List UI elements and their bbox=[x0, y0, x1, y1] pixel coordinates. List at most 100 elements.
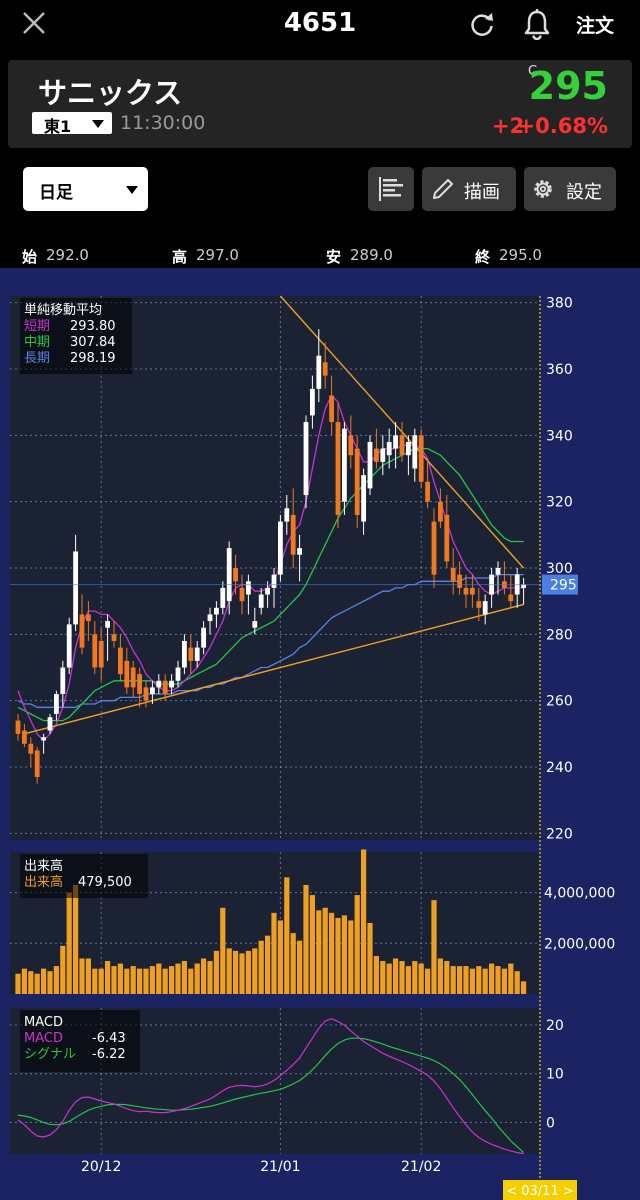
candle-body bbox=[258, 594, 264, 608]
close-label: 終 bbox=[475, 248, 491, 266]
draw-label: 描画 bbox=[464, 182, 500, 203]
quote-time: 11:30:00 bbox=[120, 112, 206, 134]
candle-body bbox=[495, 568, 501, 575]
price-tick-label: 360 bbox=[546, 362, 573, 378]
indicator-list-button[interactable] bbox=[368, 167, 414, 211]
candle-body bbox=[233, 568, 238, 582]
volume-legend-box bbox=[20, 854, 148, 898]
volume-bar bbox=[418, 963, 424, 994]
close-icon[interactable] bbox=[20, 9, 48, 37]
price-tick-label: 320 bbox=[546, 495, 573, 511]
volume-bar bbox=[271, 912, 277, 994]
volume-bar bbox=[79, 958, 85, 994]
candle-body bbox=[226, 548, 232, 602]
candle-body bbox=[41, 737, 46, 741]
volume-bar bbox=[117, 963, 123, 994]
volume-bar bbox=[463, 966, 469, 994]
candle-body bbox=[406, 441, 411, 456]
current-date-badge[interactable] bbox=[503, 1180, 577, 1200]
volume-bar bbox=[220, 907, 226, 994]
candle-body bbox=[374, 448, 379, 462]
volume-bar bbox=[226, 948, 232, 994]
candle-body bbox=[399, 435, 405, 456]
volume-bar bbox=[149, 966, 155, 994]
macd-tick-label: 0 bbox=[546, 1115, 555, 1131]
volume-bar bbox=[380, 961, 386, 994]
volume-bar bbox=[213, 950, 219, 994]
refresh-icon[interactable] bbox=[468, 10, 496, 38]
candle-body bbox=[156, 680, 162, 688]
volume-bar bbox=[105, 961, 111, 994]
candle-body bbox=[361, 475, 366, 522]
candle-body bbox=[322, 362, 328, 376]
candle-body bbox=[220, 587, 226, 608]
draw-button[interactable]: 描画 bbox=[422, 167, 516, 211]
volume-bar bbox=[341, 915, 347, 994]
volume-bar bbox=[53, 966, 59, 994]
candle-body bbox=[310, 388, 315, 416]
price-change-percent: +0.68% bbox=[517, 114, 608, 138]
candle-body bbox=[118, 647, 123, 675]
volume-bar bbox=[277, 920, 283, 994]
candle-body bbox=[137, 674, 142, 695]
candle-body bbox=[130, 667, 136, 688]
signal-legend-name: シグナル bbox=[24, 1047, 76, 1062]
volume-bar bbox=[207, 961, 213, 994]
candle-body bbox=[335, 422, 341, 515]
stock-chart[interactable]: 20/12 21/01 21/02 220 240 260 280 300 320 340 360 3… bbox=[0, 268, 640, 1200]
volume-bar bbox=[425, 968, 431, 994]
candle-body bbox=[169, 680, 174, 688]
candle-body bbox=[54, 694, 59, 714]
current-date-label: < 03/11 > bbox=[506, 1184, 574, 1199]
volume-bar bbox=[405, 966, 411, 994]
volume-bar bbox=[361, 849, 367, 994]
volume-bar bbox=[41, 968, 47, 994]
candle-body bbox=[316, 355, 322, 389]
candle-body bbox=[265, 587, 270, 595]
candle-body bbox=[28, 743, 34, 754]
price-change: +2 bbox=[492, 114, 525, 138]
trendline bbox=[24, 603, 524, 735]
macd-tick-label: 20 bbox=[546, 1018, 564, 1034]
candle-body bbox=[297, 548, 302, 555]
volume-bar bbox=[169, 966, 175, 994]
volume-bar bbox=[124, 968, 130, 994]
volume-bar bbox=[162, 968, 168, 994]
macd-line bbox=[17, 1018, 524, 1155]
ma-legend-box bbox=[20, 298, 132, 374]
candle-body bbox=[438, 501, 443, 522]
settings-button[interactable]: 設定 bbox=[524, 167, 616, 211]
volume-bar bbox=[354, 895, 360, 994]
volume-bar bbox=[316, 910, 322, 994]
candle-body bbox=[278, 521, 283, 575]
stock-info-panel: サニックス 東1 11:30:00 C 295 +2 +0.68% bbox=[8, 60, 632, 148]
volume-bar bbox=[130, 966, 136, 994]
volume-bar bbox=[393, 958, 399, 994]
order-button[interactable]: 注文 bbox=[576, 15, 615, 37]
volume-bar bbox=[201, 958, 207, 994]
candle-body bbox=[354, 448, 360, 515]
candle-body bbox=[303, 422, 309, 496]
volume-bar bbox=[297, 940, 303, 994]
close-value: 295.0 bbox=[499, 246, 542, 264]
volume-bar bbox=[450, 966, 456, 994]
volume-bar bbox=[188, 968, 194, 994]
candle-body bbox=[124, 660, 130, 688]
bell-icon[interactable] bbox=[522, 8, 552, 40]
high-value: 297.0 bbox=[196, 246, 239, 264]
volume-bar bbox=[444, 961, 450, 994]
candle-body bbox=[252, 621, 258, 628]
volume-bar bbox=[348, 920, 354, 994]
market-selector[interactable]: 東1 bbox=[32, 112, 112, 136]
last-price-badge bbox=[542, 574, 578, 595]
market-label: 東1 bbox=[44, 117, 72, 136]
candle-body bbox=[450, 568, 456, 582]
volume-bar bbox=[34, 973, 40, 994]
stock-name: サニックス bbox=[38, 76, 183, 110]
long-ma-line bbox=[17, 573, 524, 708]
volume-bar bbox=[98, 968, 104, 994]
volume-bar bbox=[233, 950, 239, 994]
period-selector[interactable]: 日足 bbox=[23, 167, 148, 211]
price-marker: C bbox=[528, 64, 538, 79]
candle-body bbox=[329, 395, 334, 423]
